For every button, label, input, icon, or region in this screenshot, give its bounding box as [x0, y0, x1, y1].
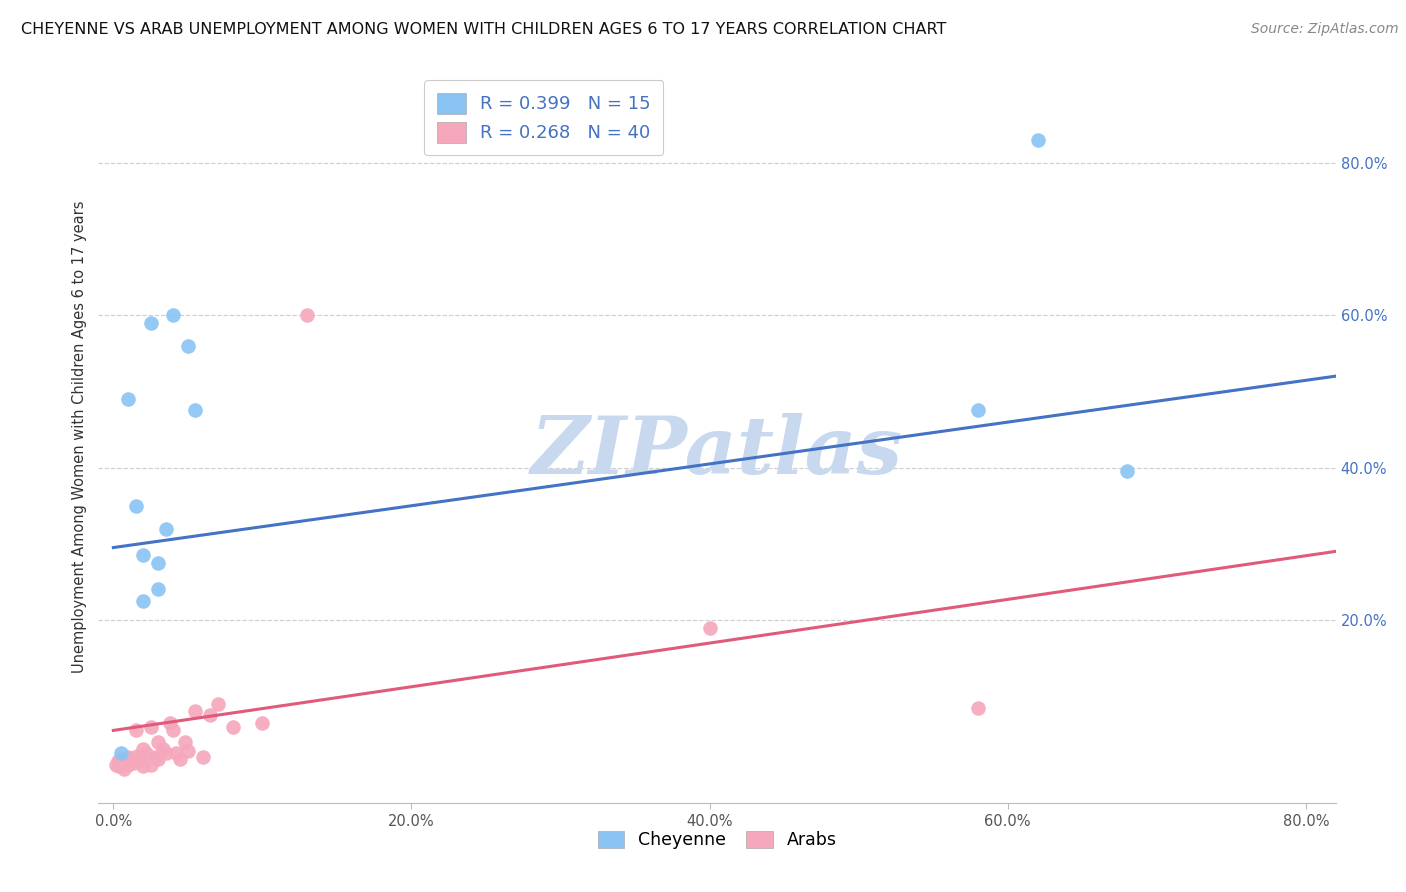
Point [146, 556, 169, 570]
Point [135, 746, 157, 760]
Point [252, 715, 274, 730]
Point [1026, 133, 1049, 147]
Point [155, 521, 177, 535]
Point [110, 746, 132, 760]
Text: ZIPatlas: ZIPatlas [531, 413, 903, 491]
Point [120, 751, 142, 765]
Point [132, 594, 155, 608]
Point [105, 757, 128, 772]
Point [111, 751, 134, 765]
Point [107, 754, 129, 768]
Point [162, 723, 184, 738]
Point [117, 750, 139, 764]
Point [117, 757, 139, 772]
Point [169, 751, 191, 765]
Point [115, 756, 138, 770]
Point [114, 757, 136, 772]
Point [143, 750, 166, 764]
Point [191, 750, 214, 764]
Point [129, 754, 152, 768]
Point [139, 720, 162, 734]
Point [139, 316, 162, 330]
Point [146, 751, 169, 765]
Point [173, 735, 195, 749]
Point [121, 756, 143, 771]
Legend: Cheyenne, Arabs: Cheyenne, Arabs [591, 823, 844, 856]
Point [127, 748, 149, 763]
Point [139, 757, 162, 772]
Point [146, 582, 169, 597]
Y-axis label: Unemployment Among Women with Children Ages 6 to 17 years: Unemployment Among Women with Children A… [72, 201, 87, 673]
Point [152, 742, 174, 756]
Point [1116, 464, 1139, 478]
Point [108, 759, 131, 773]
Point [125, 723, 148, 738]
Point [132, 742, 155, 756]
Point [165, 746, 187, 760]
Point [967, 700, 990, 714]
Point [184, 403, 207, 417]
Point [177, 744, 200, 758]
Point [699, 621, 721, 635]
Point [184, 705, 207, 719]
Point [146, 735, 169, 749]
Point [207, 697, 229, 711]
Point [132, 548, 155, 562]
Text: CHEYENNE VS ARAB UNEMPLOYMENT AMONG WOMEN WITH CHILDREN AGES 6 TO 17 YEARS CORRE: CHEYENNE VS ARAB UNEMPLOYMENT AMONG WOME… [21, 22, 946, 37]
Point [117, 392, 139, 406]
Point [110, 756, 132, 771]
Point [132, 759, 155, 773]
Point [162, 308, 184, 322]
Point [159, 715, 181, 730]
Point [295, 308, 318, 322]
Text: Source: ZipAtlas.com: Source: ZipAtlas.com [1251, 22, 1399, 37]
Point [221, 720, 243, 734]
Point [177, 338, 200, 352]
Point [200, 708, 222, 723]
Point [155, 746, 177, 760]
Point [967, 403, 990, 417]
Point [112, 762, 135, 776]
Point [125, 499, 148, 513]
